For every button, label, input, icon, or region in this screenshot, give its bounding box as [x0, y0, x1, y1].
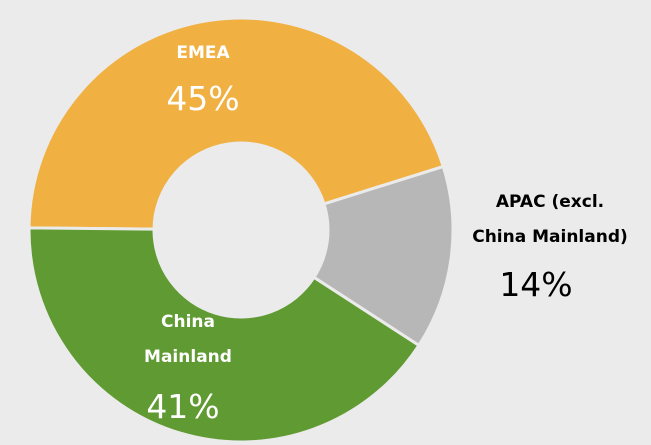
donut-segment — [27, 16, 446, 231]
donut-segment — [311, 164, 455, 348]
segment-value-label: 45% — [166, 79, 239, 118]
segment-value-label: 14% — [499, 265, 572, 304]
segment-value-label: 41% — [146, 387, 219, 426]
segment-label: EMEA — [176, 43, 230, 63]
segment-label: APAC (excl. China Mainland) — [472, 192, 628, 247]
donut-segment — [27, 226, 421, 444]
segment-label: China Mainland — [144, 312, 232, 367]
